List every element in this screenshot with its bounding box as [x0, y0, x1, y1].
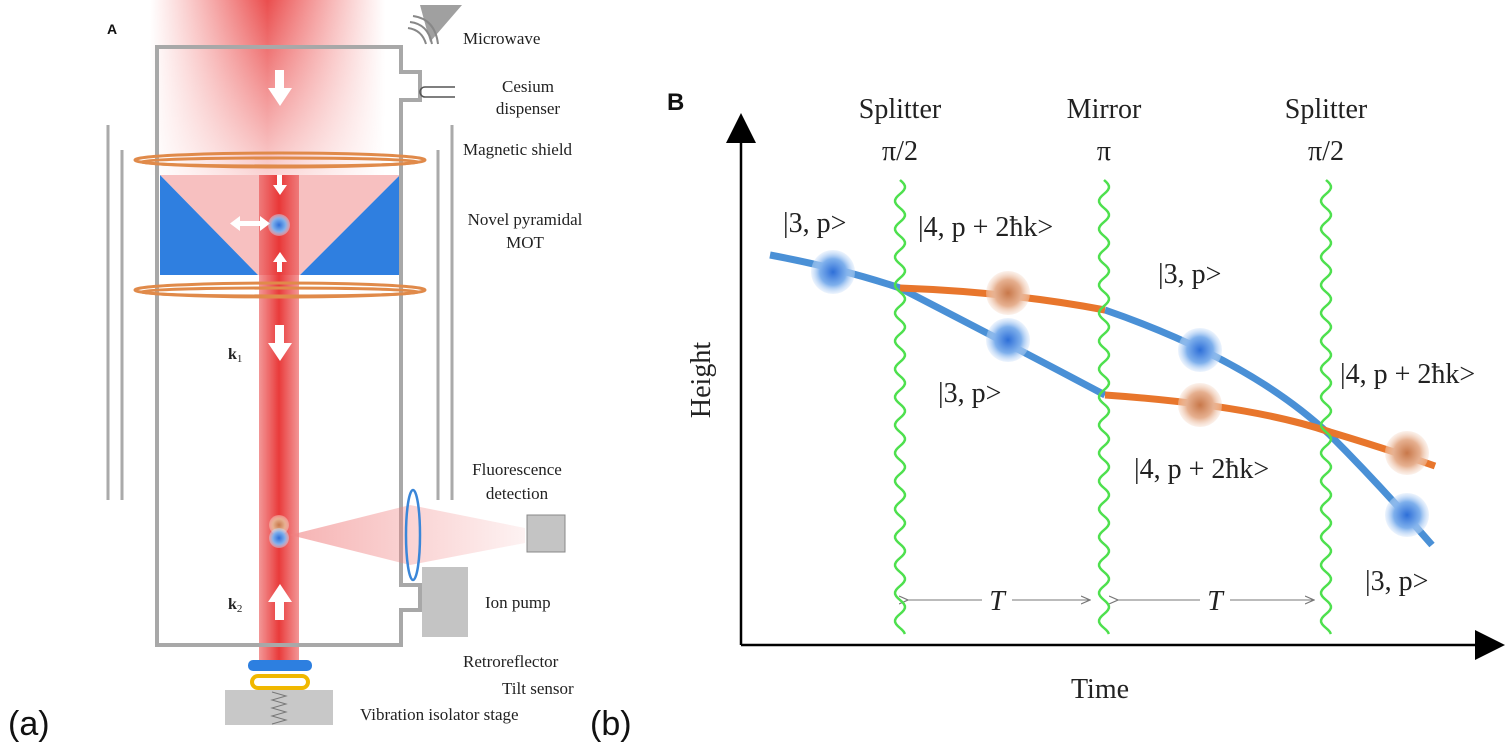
- atom: [811, 250, 855, 294]
- x-axis-label: Time: [1071, 674, 1129, 705]
- magnetic-shield-lines: [106, 125, 454, 500]
- pulse-name: Splitter: [859, 94, 942, 125]
- panel-a: A Microwave Cesium dispenser Magnetic sh…: [8, 0, 583, 743]
- pyramid-left: [160, 175, 258, 275]
- y-axis-label: Height: [686, 342, 717, 418]
- subscript: 2: [237, 603, 243, 615]
- pulse-name: Mirror: [1067, 94, 1142, 125]
- label: Cesium: [502, 77, 554, 96]
- dispenser-shape: [419, 86, 455, 98]
- pulse-name: Splitter: [1285, 94, 1368, 125]
- panel-label: B: [667, 89, 684, 116]
- atom: [1178, 383, 1222, 427]
- pulse-phase: π/2: [882, 136, 918, 167]
- state-label: |4, p + 2ħk>: [1134, 454, 1269, 485]
- isolator-stage: [225, 690, 333, 725]
- tilt-sensor-shape: [250, 674, 310, 690]
- label: Vibration isolator stage: [360, 705, 519, 724]
- state-label: |3, p>: [1158, 259, 1221, 290]
- wavevector: k1: [228, 346, 242, 365]
- trajectories: [769, 251, 1437, 548]
- panel-label: A: [107, 21, 117, 37]
- label: Retroreflector: [463, 652, 559, 671]
- state-label: |3, p>: [938, 378, 1001, 409]
- state-label: |3, p>: [783, 208, 846, 239]
- pulse-phase: π: [1097, 136, 1111, 167]
- label: dispenser: [496, 99, 561, 118]
- fluorescence-cone: [290, 505, 525, 565]
- interval-label: T: [1207, 586, 1225, 617]
- coils: [133, 151, 427, 299]
- atom: [986, 271, 1030, 315]
- laser-pulse: [1097, 179, 1111, 635]
- vacuum-chamber: [155, 45, 422, 647]
- interval-label: T: [989, 586, 1007, 617]
- laser-pulse: [1319, 179, 1333, 635]
- microwave-horn: [420, 5, 462, 42]
- spring: [270, 691, 288, 725]
- subscript: 1: [237, 353, 243, 365]
- atom-blue: [269, 528, 289, 548]
- state-label: |3, p>: [1365, 566, 1428, 597]
- label: Ion pump: [485, 593, 551, 612]
- atom: [986, 318, 1030, 362]
- label-bg: [1200, 585, 1230, 615]
- laser-pulse: [893, 179, 907, 635]
- lens: [404, 488, 422, 582]
- pyramid-right: [300, 175, 400, 275]
- label: MOT: [506, 233, 544, 252]
- label: Microwave: [463, 29, 540, 48]
- ion-pump-box: [422, 567, 468, 637]
- caption: (a): [8, 705, 50, 743]
- beam-arrows: [230, 70, 292, 620]
- atom: [1385, 493, 1429, 537]
- pulse-phase: π/2: [1308, 136, 1344, 167]
- retroreflector-shape: [248, 660, 312, 671]
- symbol: k: [228, 346, 237, 363]
- atom: [1385, 431, 1429, 475]
- beam-fade: [150, 0, 385, 175]
- state-label: |4, p + 2ħk>: [1340, 359, 1475, 390]
- caption: (b): [590, 705, 632, 743]
- label: Novel pyramidal: [468, 210, 583, 229]
- label: Fluorescence: [472, 460, 562, 479]
- label: Tilt sensor: [502, 679, 574, 698]
- state-label: |4, p + 2ħk>: [918, 212, 1053, 243]
- microwave-waves: [407, 15, 439, 45]
- atom-cloud: [268, 214, 290, 236]
- symbol: k: [228, 596, 237, 613]
- wavevector: k2: [228, 596, 242, 615]
- label: detection: [486, 484, 549, 503]
- panel-b: B Height Time T T Splitter π/2 Mirror π Spli…: [667, 89, 1505, 705]
- detector: [526, 514, 566, 553]
- label-bg: [982, 585, 1012, 615]
- atom: [1178, 328, 1222, 372]
- label: Magnetic shield: [463, 140, 573, 159]
